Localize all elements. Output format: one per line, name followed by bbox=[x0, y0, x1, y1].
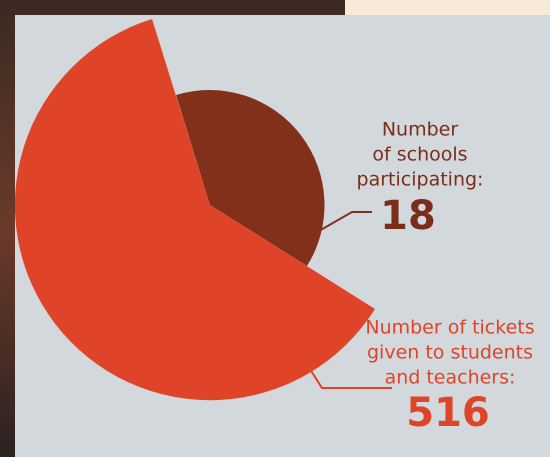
label-line: and teachers: bbox=[385, 367, 516, 389]
label-line: Number bbox=[382, 119, 459, 141]
tickets-leader bbox=[284, 329, 392, 389]
schools-label: Number of schools participating: 18 bbox=[357, 119, 484, 240]
tickets-wedge bbox=[14, 19, 375, 401]
label-line: given to students bbox=[367, 342, 533, 364]
label-line: Number of tickets bbox=[365, 317, 534, 339]
label-line: participating: bbox=[357, 169, 484, 191]
top-strip bbox=[345, 0, 550, 15]
label-line: of schools bbox=[372, 144, 467, 166]
schools-wedge bbox=[176, 90, 325, 267]
value: 18 bbox=[380, 193, 436, 239]
value: 516 bbox=[406, 390, 490, 436]
schools-leader bbox=[297, 211, 372, 244]
tickets-label: Number of tickets given to students and … bbox=[365, 317, 534, 437]
